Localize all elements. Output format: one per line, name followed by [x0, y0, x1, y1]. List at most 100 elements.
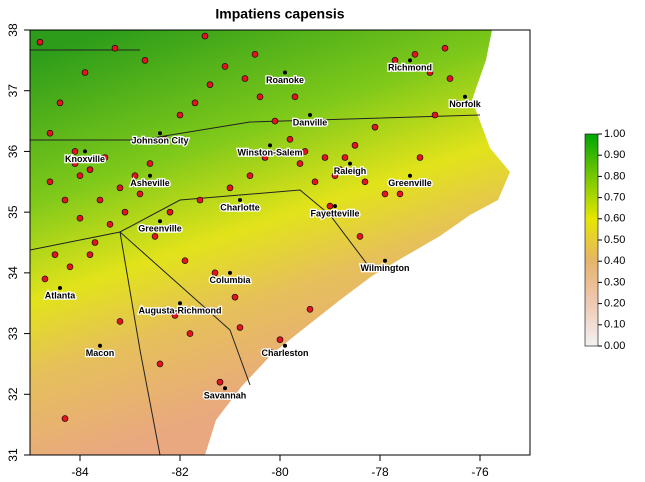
occurrence-point [96, 196, 104, 204]
occurrence-point [171, 312, 179, 319]
y-tick-label: 34 [6, 266, 20, 280]
colorbar-tick-label: 0.40 [604, 255, 625, 267]
city-label: Roanoke [266, 75, 304, 85]
occurrence-point [136, 190, 144, 198]
city-marker [383, 258, 387, 263]
occurrence-point [276, 148, 284, 155]
city-marker [158, 219, 162, 224]
occurrence-point [291, 93, 299, 101]
occurrence-point [46, 178, 54, 186]
occurrence-point [56, 99, 64, 107]
occurrence-point [161, 135, 169, 143]
city-marker [408, 58, 412, 63]
colorbar-tick-label: 0.20 [604, 298, 625, 310]
occurrence-point [81, 69, 89, 76]
occurrence-point [116, 318, 124, 325]
city-marker [238, 198, 242, 202]
colorbar-tick-label: 0.00 [604, 340, 625, 352]
occurrence-point [301, 148, 309, 155]
occurrence-point [411, 50, 419, 58]
occurrence-point [61, 415, 69, 422]
colorbar-tick-label: 0.10 [604, 319, 625, 331]
occurrence-point [441, 44, 449, 52]
occurrence-point [201, 32, 209, 40]
colorbar-tick-label: 0.50 [604, 234, 625, 246]
occurrence-point [261, 154, 269, 161]
occurrence-point [111, 44, 119, 52]
occurrence-point [86, 166, 94, 173]
occurrence-point [186, 330, 194, 337]
occurrence-point [181, 257, 189, 265]
y-tick-label: 31 [6, 448, 20, 462]
occurrence-point [91, 239, 99, 246]
city-label: Wilmington [361, 263, 410, 273]
occurrence-point [286, 135, 294, 143]
city-marker [408, 173, 412, 178]
city-marker [283, 70, 287, 75]
occurrence-point [216, 378, 224, 386]
occurrence-point [226, 184, 234, 192]
colorbar-tick-label: 0.90 [604, 149, 625, 161]
occurrence-point [266, 348, 274, 356]
occurrence-point [331, 172, 339, 180]
map-area [30, 30, 530, 455]
colorbar [584, 133, 599, 347]
occurrence-point [256, 93, 264, 101]
city-label: Raleigh [334, 166, 367, 176]
occurrence-point [431, 111, 439, 119]
x-tick-label: -76 [471, 465, 489, 479]
occurrence-point [231, 293, 239, 301]
city-label: Atlanta [45, 290, 76, 300]
occurrence-point [426, 69, 434, 76]
occurrence-point [311, 178, 319, 186]
city-marker [223, 386, 227, 391]
occurrence-point [61, 196, 69, 204]
city-marker [308, 113, 312, 117]
city-marker [348, 161, 352, 166]
x-tick-label: -80 [271, 465, 289, 479]
occurrence-point [176, 111, 184, 119]
city-marker [83, 149, 87, 154]
state-borders [30, 49, 481, 455]
city-marker [58, 286, 62, 291]
occurrence-point [101, 154, 109, 161]
occurrence-point [336, 166, 344, 173]
occurrence-point [116, 184, 124, 192]
occurrence-point [296, 160, 304, 167]
x-tick-label: -84 [71, 465, 89, 479]
city-marker [268, 143, 272, 148]
occurrence-point [251, 50, 259, 58]
occurrence-point [306, 305, 314, 313]
ocean [205, 30, 530, 455]
city-label: Knoxville [65, 154, 105, 164]
occurrence-point [381, 190, 389, 198]
occurrence-point [121, 208, 129, 216]
occurrence-point [341, 154, 349, 161]
occurrence-point [416, 154, 424, 161]
occurrence-point [41, 275, 49, 283]
occurrence-point [76, 172, 84, 180]
occurrence-point [206, 81, 214, 88]
occurrence-point [151, 233, 159, 240]
occurrence-point [196, 196, 204, 204]
colorbar-tick-label: 0.30 [604, 276, 625, 288]
occurrence-point [156, 360, 164, 368]
occurrence-point [131, 172, 139, 180]
city-marker [148, 173, 152, 178]
occurrence-point [451, 99, 459, 107]
map-title: Impatiens capensis [215, 6, 344, 22]
occurrence-point [351, 142, 359, 149]
occurrence-point [166, 208, 174, 216]
colorbar-tick-label: 0.60 [604, 213, 625, 225]
occurrence-point [106, 220, 114, 228]
occurrence-point [356, 233, 364, 240]
city-marker [178, 301, 182, 306]
city-marker [228, 270, 232, 275]
y-tick-label: 37 [6, 84, 20, 98]
city-label: Columbia [209, 275, 251, 285]
x-tick-label: -78 [371, 465, 389, 479]
y-tick-label: 38 [6, 23, 20, 37]
occurrence-point [76, 214, 84, 222]
city-label: Savannah [204, 391, 247, 401]
occurrence-point [276, 336, 284, 343]
